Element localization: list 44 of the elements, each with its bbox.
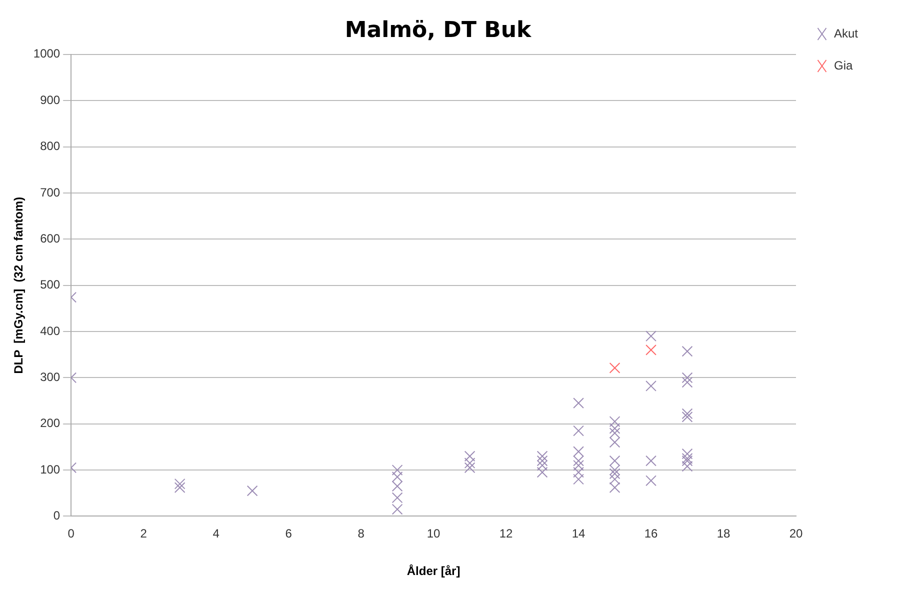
x-tick-label: 0 — [68, 526, 75, 541]
y-tick-label: 0 — [53, 508, 60, 523]
x-tick-label: 8 — [358, 526, 365, 541]
point — [682, 411, 693, 422]
x-tick-label: 14 — [572, 526, 586, 541]
point — [609, 362, 620, 374]
y-axis-title: DLP [mGy.cm] (32 cm fantom) — [12, 196, 26, 374]
y-tick-label: 1000 — [33, 46, 60, 61]
point — [646, 330, 656, 342]
y-tick-label: 400 — [40, 324, 60, 338]
y-tick-label: 600 — [40, 231, 60, 246]
point — [573, 398, 584, 409]
point — [682, 346, 693, 357]
y-tick-label: 500 — [40, 278, 60, 292]
point — [646, 344, 656, 356]
point — [646, 380, 656, 392]
legend-label: Gia — [834, 58, 853, 72]
y-tick-label: 900 — [40, 92, 60, 107]
point — [246, 485, 258, 496]
x-tick-label: 10 — [426, 526, 441, 541]
x-tick-label: 12 — [499, 526, 514, 541]
y-tick-label: 800 — [40, 139, 60, 154]
x-tick-label: 6 — [285, 526, 292, 541]
x-tick-label: 20 — [789, 526, 803, 541]
point — [682, 372, 693, 384]
x-tick-label: 18 — [716, 526, 730, 541]
point — [174, 482, 186, 494]
point — [682, 408, 693, 420]
x-axis-title: Ålder [år] — [406, 564, 460, 578]
chart-title: Malmö, DT Buk — [344, 18, 533, 43]
y-tick-label: 700 — [40, 185, 60, 200]
y-tick-label: 100 — [40, 462, 60, 476]
x-tick-label: 4 — [212, 526, 220, 541]
point — [174, 478, 186, 490]
point — [609, 468, 620, 480]
y-tick-label: 300 — [40, 370, 60, 384]
y-tick-label: 200 — [40, 416, 60, 430]
legend-label: Akut — [834, 26, 859, 40]
point — [646, 455, 656, 466]
x-tick-label: 16 — [644, 526, 658, 541]
point — [682, 376, 693, 388]
x-tick-label: 2 — [140, 526, 148, 541]
point — [573, 425, 584, 436]
point — [646, 475, 656, 486]
